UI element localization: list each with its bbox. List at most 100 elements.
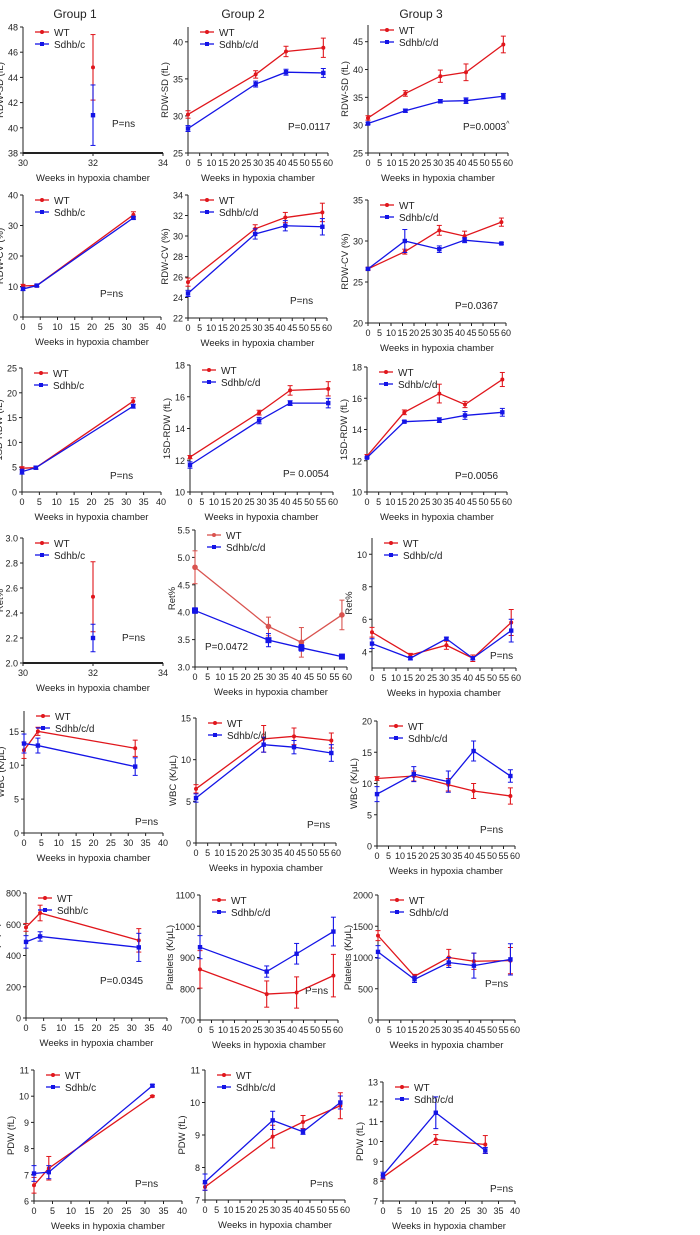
x-tick-label: 15 (407, 1025, 417, 1035)
p-value-text: P=ns (305, 986, 328, 997)
data-point (133, 764, 138, 769)
x-tick-label: 55 (499, 1025, 509, 1035)
x-tick-label: 30 (127, 1023, 137, 1033)
data-point (186, 280, 190, 285)
legend-marker (51, 1073, 55, 1077)
y-tick-label: 40 (8, 123, 18, 133)
data-point (509, 628, 514, 633)
x-tick-label: 10 (52, 322, 62, 332)
legend-marker (394, 724, 398, 728)
p-value: P=ns (485, 979, 508, 990)
p-value: P=ns (307, 820, 330, 831)
y-tick-label: 500 (358, 984, 373, 994)
legend-label: Sdhb/c (54, 208, 85, 219)
x-tick-label: 35 (268, 497, 278, 507)
x-tick-label: 20 (247, 1205, 257, 1215)
data-point (376, 933, 380, 938)
y-tick-label: 22 (173, 314, 183, 324)
data-point (483, 1142, 488, 1147)
p-value: P=ns (110, 471, 133, 482)
y-tick-label: 1100 (176, 891, 195, 901)
data-point (186, 112, 190, 117)
p-value-text: P=ns (490, 1184, 513, 1195)
data-point (194, 786, 198, 791)
y-tick-label: 7 (373, 1197, 378, 1207)
x-tick-label: 50 (317, 672, 327, 682)
x-tick-label: 35 (273, 848, 283, 858)
series-sdhb (90, 623, 96, 653)
y-tick-label: 12 (352, 456, 362, 466)
x-tick-label: 20 (241, 1025, 251, 1035)
legend-marker (212, 533, 216, 537)
y-axis-label: Ret% (0, 588, 6, 612)
series-line (187, 211, 323, 283)
x-tick-label: 35 (451, 673, 461, 683)
data-point (500, 377, 505, 382)
y-tick-label: 25 (173, 149, 183, 159)
x-tick-label: 15 (221, 497, 231, 507)
data-point (462, 237, 467, 243)
data-point (292, 734, 296, 739)
series-line (204, 1105, 341, 1188)
y-axis-label: WBC (K/μL) (168, 755, 179, 806)
x-axis-label: Weeks in hypoxia chamber (40, 1038, 154, 1049)
legend-label: Sdhb/c/d (236, 1083, 275, 1094)
y-tick-label: 800 (6, 889, 21, 899)
x-tick-label: 25 (429, 851, 439, 861)
series-line (367, 221, 502, 270)
legend-marker (384, 370, 388, 374)
data-point (187, 462, 193, 468)
p-value: P=0.0056 (455, 471, 499, 482)
x-tick-label: 25 (104, 322, 114, 332)
data-point (287, 400, 293, 406)
y-tick-label: 32 (173, 211, 183, 221)
data-point (433, 1137, 438, 1142)
p-value: P=0.0472 (205, 642, 249, 653)
p-value: P=ns (480, 825, 503, 836)
data-point (261, 742, 266, 747)
y-tick-label: 8 (195, 1163, 200, 1173)
y-tick-label: 15 (181, 714, 191, 724)
series-sdhb (197, 916, 336, 978)
series-line (199, 931, 334, 973)
series-line (376, 750, 511, 795)
y-tick-label: 20 (353, 319, 363, 329)
data-point (37, 934, 43, 939)
legend-marker (217, 898, 221, 902)
x-tick-label: 35 (141, 838, 151, 848)
p-value-text: P=ns (110, 471, 133, 482)
chart-panel-group1-rdw-sd: 38 40 42 44 46 48 30 32 34 Weeks in hypoxia chamb… (0, 23, 168, 185)
x-tick-label: 30 (432, 328, 442, 338)
chart-panel-group1-pdw: 6 7 8 9 10 11 0 5 10 15 20 25 30 35 40 Weeks in hypoxia… (6, 1066, 187, 1233)
y-axis-label: Ret% (344, 591, 355, 615)
x-tick-label: 15 (74, 1023, 84, 1033)
y-tick-label: 35 (353, 196, 363, 206)
legend-marker (43, 896, 47, 900)
legend-marker (205, 30, 209, 34)
data-point (294, 951, 299, 956)
x-tick-label: 40 (455, 328, 465, 338)
x-tick-label: 45 (475, 673, 485, 683)
x-tick-label: 20 (415, 673, 425, 683)
x-tick-label: 5 (377, 158, 382, 168)
y-tick-label: 12 (175, 456, 185, 466)
data-point (198, 967, 202, 972)
x-tick-label: 25 (121, 1206, 131, 1216)
data-point (283, 223, 288, 228)
p-value-text: P=0.0056 (455, 471, 499, 482)
x-tick-label: 30 (441, 851, 451, 861)
x-tick-label: 55 (316, 497, 326, 507)
y-tick-label: 15 (7, 413, 17, 423)
legend-marker (40, 210, 44, 214)
chart-panel-group3-pdw: 7 8 9 10 11 12 13 0 5 10 15 20 25 30 35 40 Weeks in hypo… (355, 1078, 520, 1233)
y-tick-label: 26 (173, 273, 183, 283)
x-tick-label: 10 (206, 323, 216, 333)
y-tick-label: 2000 (353, 891, 373, 901)
x-tick-label: 30 (253, 158, 263, 168)
x-tick-label: 60 (333, 1025, 343, 1035)
data-point (364, 455, 370, 460)
x-tick-label: 25 (241, 158, 251, 168)
